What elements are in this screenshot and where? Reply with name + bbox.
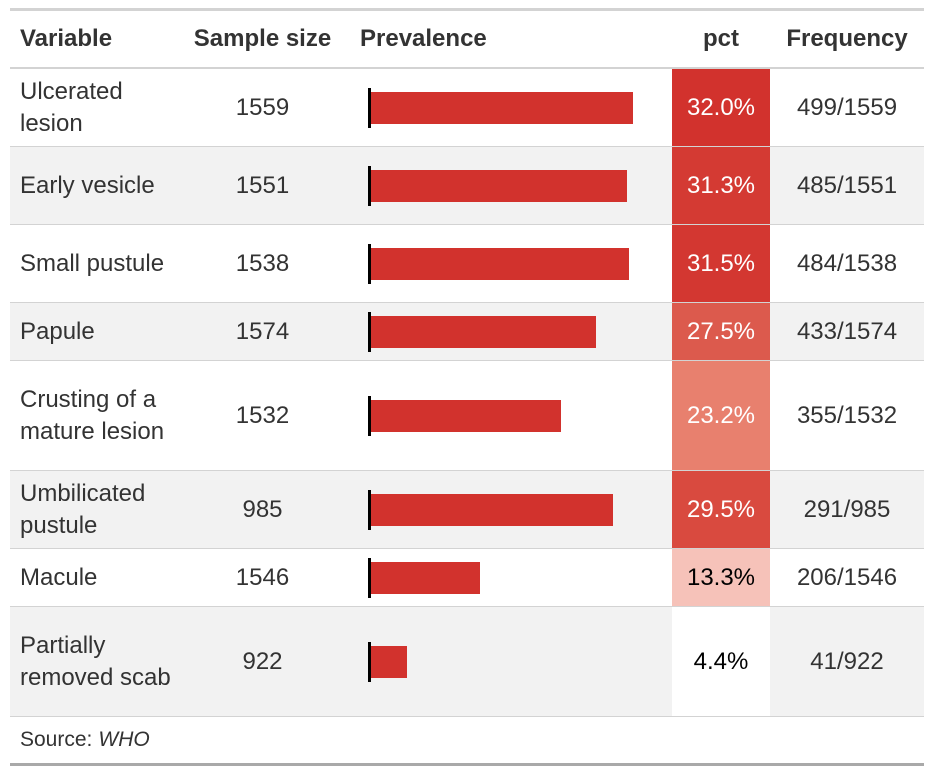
cell-pct: 32.0% — [672, 69, 770, 146]
cell-prevalence — [350, 549, 672, 606]
cell-frequency: 291/985 — [803, 495, 891, 523]
cell-prevalence — [350, 69, 672, 146]
prevalence-bar-axis — [368, 88, 371, 128]
prevalence-bar — [371, 170, 627, 202]
cell-variable: Early vesicle — [20, 171, 155, 199]
cell-prevalence — [350, 225, 672, 302]
prevalence-bar — [371, 562, 480, 594]
cell-frequency: 41/922 — [810, 647, 884, 675]
cell-frequency: 355/1532 — [796, 401, 898, 429]
cell-frequency: 433/1574 — [796, 317, 898, 345]
table-header-row: Variable Sample size Prevalence pct Freq… — [10, 11, 924, 69]
table-row: Papule 1574 27.5% 433/1574 — [10, 303, 924, 361]
cell-variable: Macule — [20, 563, 98, 591]
cell-frequency: 499/1559 — [796, 93, 898, 121]
cell-sample-size: 1538 — [235, 249, 290, 277]
cell-frequency: 206/1546 — [796, 563, 898, 591]
cell-variable: Crusting of a mature lesion — [20, 385, 165, 445]
cell-sample-size: 985 — [242, 495, 283, 523]
prevalence-bar-axis — [368, 642, 371, 682]
cell-pct: 4.4% — [672, 607, 770, 716]
cell-sample-size: 1532 — [235, 401, 290, 429]
table-row: Umbilicated pustule 985 29.5% 291/985 — [10, 471, 924, 549]
cell-frequency: 484/1538 — [796, 249, 898, 277]
prevalence-bar — [371, 248, 629, 280]
table-row: Macule 1546 13.3% 206/1546 — [10, 549, 924, 607]
prevalence-table: Variable Sample size Prevalence pct Freq… — [10, 8, 924, 766]
header-sample-size: Sample size — [193, 25, 332, 52]
source-value: WHO — [98, 728, 150, 751]
prevalence-bar — [371, 92, 633, 124]
cell-pct: 27.5% — [672, 303, 770, 360]
table-row: Ulcerated lesion 1559 32.0% 499/1559 — [10, 69, 924, 147]
cell-sample-size: 1559 — [235, 93, 290, 121]
prevalence-bar — [371, 400, 561, 432]
cell-sample-size: 1574 — [235, 317, 290, 345]
header-frequency: Frequency — [786, 25, 908, 52]
table-footer: Source: WHO — [10, 717, 924, 766]
cell-pct: 13.3% — [672, 549, 770, 606]
prevalence-bar-axis — [368, 490, 371, 530]
table-row: Crusting of a mature lesion 1532 23.2% 355/… — [10, 361, 924, 471]
header-prevalence: Prevalence — [360, 25, 487, 52]
cell-variable: Papule — [20, 317, 95, 345]
cell-variable: Partially removed scab — [20, 631, 171, 691]
prevalence-bar — [371, 316, 596, 348]
table-row: Partially removed scab 922 4.4% 41/922 — [10, 607, 924, 717]
cell-prevalence — [350, 147, 672, 224]
prevalence-bar-axis — [368, 312, 371, 352]
prevalence-bar — [371, 646, 407, 678]
cell-pct: 29.5% — [672, 471, 770, 548]
prevalence-bar-axis — [368, 166, 371, 206]
cell-prevalence — [350, 361, 672, 470]
cell-prevalence — [350, 303, 672, 360]
prevalence-bar-axis — [368, 396, 371, 436]
prevalence-bar-axis — [368, 558, 371, 598]
table-top-rule — [10, 8, 924, 11]
cell-pct: 31.5% — [672, 225, 770, 302]
cell-sample-size: 1546 — [235, 563, 290, 591]
cell-frequency: 485/1551 — [796, 171, 898, 199]
cell-sample-size: 922 — [242, 647, 283, 675]
header-pct: pct — [703, 25, 739, 52]
cell-prevalence — [350, 471, 672, 548]
table-body: Ulcerated lesion 1559 32.0% 499/1559 Early v… — [10, 69, 924, 717]
cell-variable: Ulcerated lesion — [20, 77, 123, 137]
prevalence-bar — [371, 494, 613, 526]
cell-sample-size: 1551 — [235, 171, 290, 199]
cell-variable: Umbilicated pustule — [20, 479, 146, 539]
source-label: Source: — [20, 728, 93, 751]
prevalence-bar-axis — [368, 244, 371, 284]
header-variable: Variable — [20, 25, 113, 52]
cell-prevalence — [350, 607, 672, 716]
cell-pct: 23.2% — [672, 361, 770, 470]
table-row: Early vesicle 1551 31.3% 485/1551 — [10, 147, 924, 225]
table-row: Small pustule 1538 31.5% 484/1538 — [10, 225, 924, 303]
cell-pct: 31.3% — [672, 147, 770, 224]
cell-variable: Small pustule — [20, 249, 165, 277]
